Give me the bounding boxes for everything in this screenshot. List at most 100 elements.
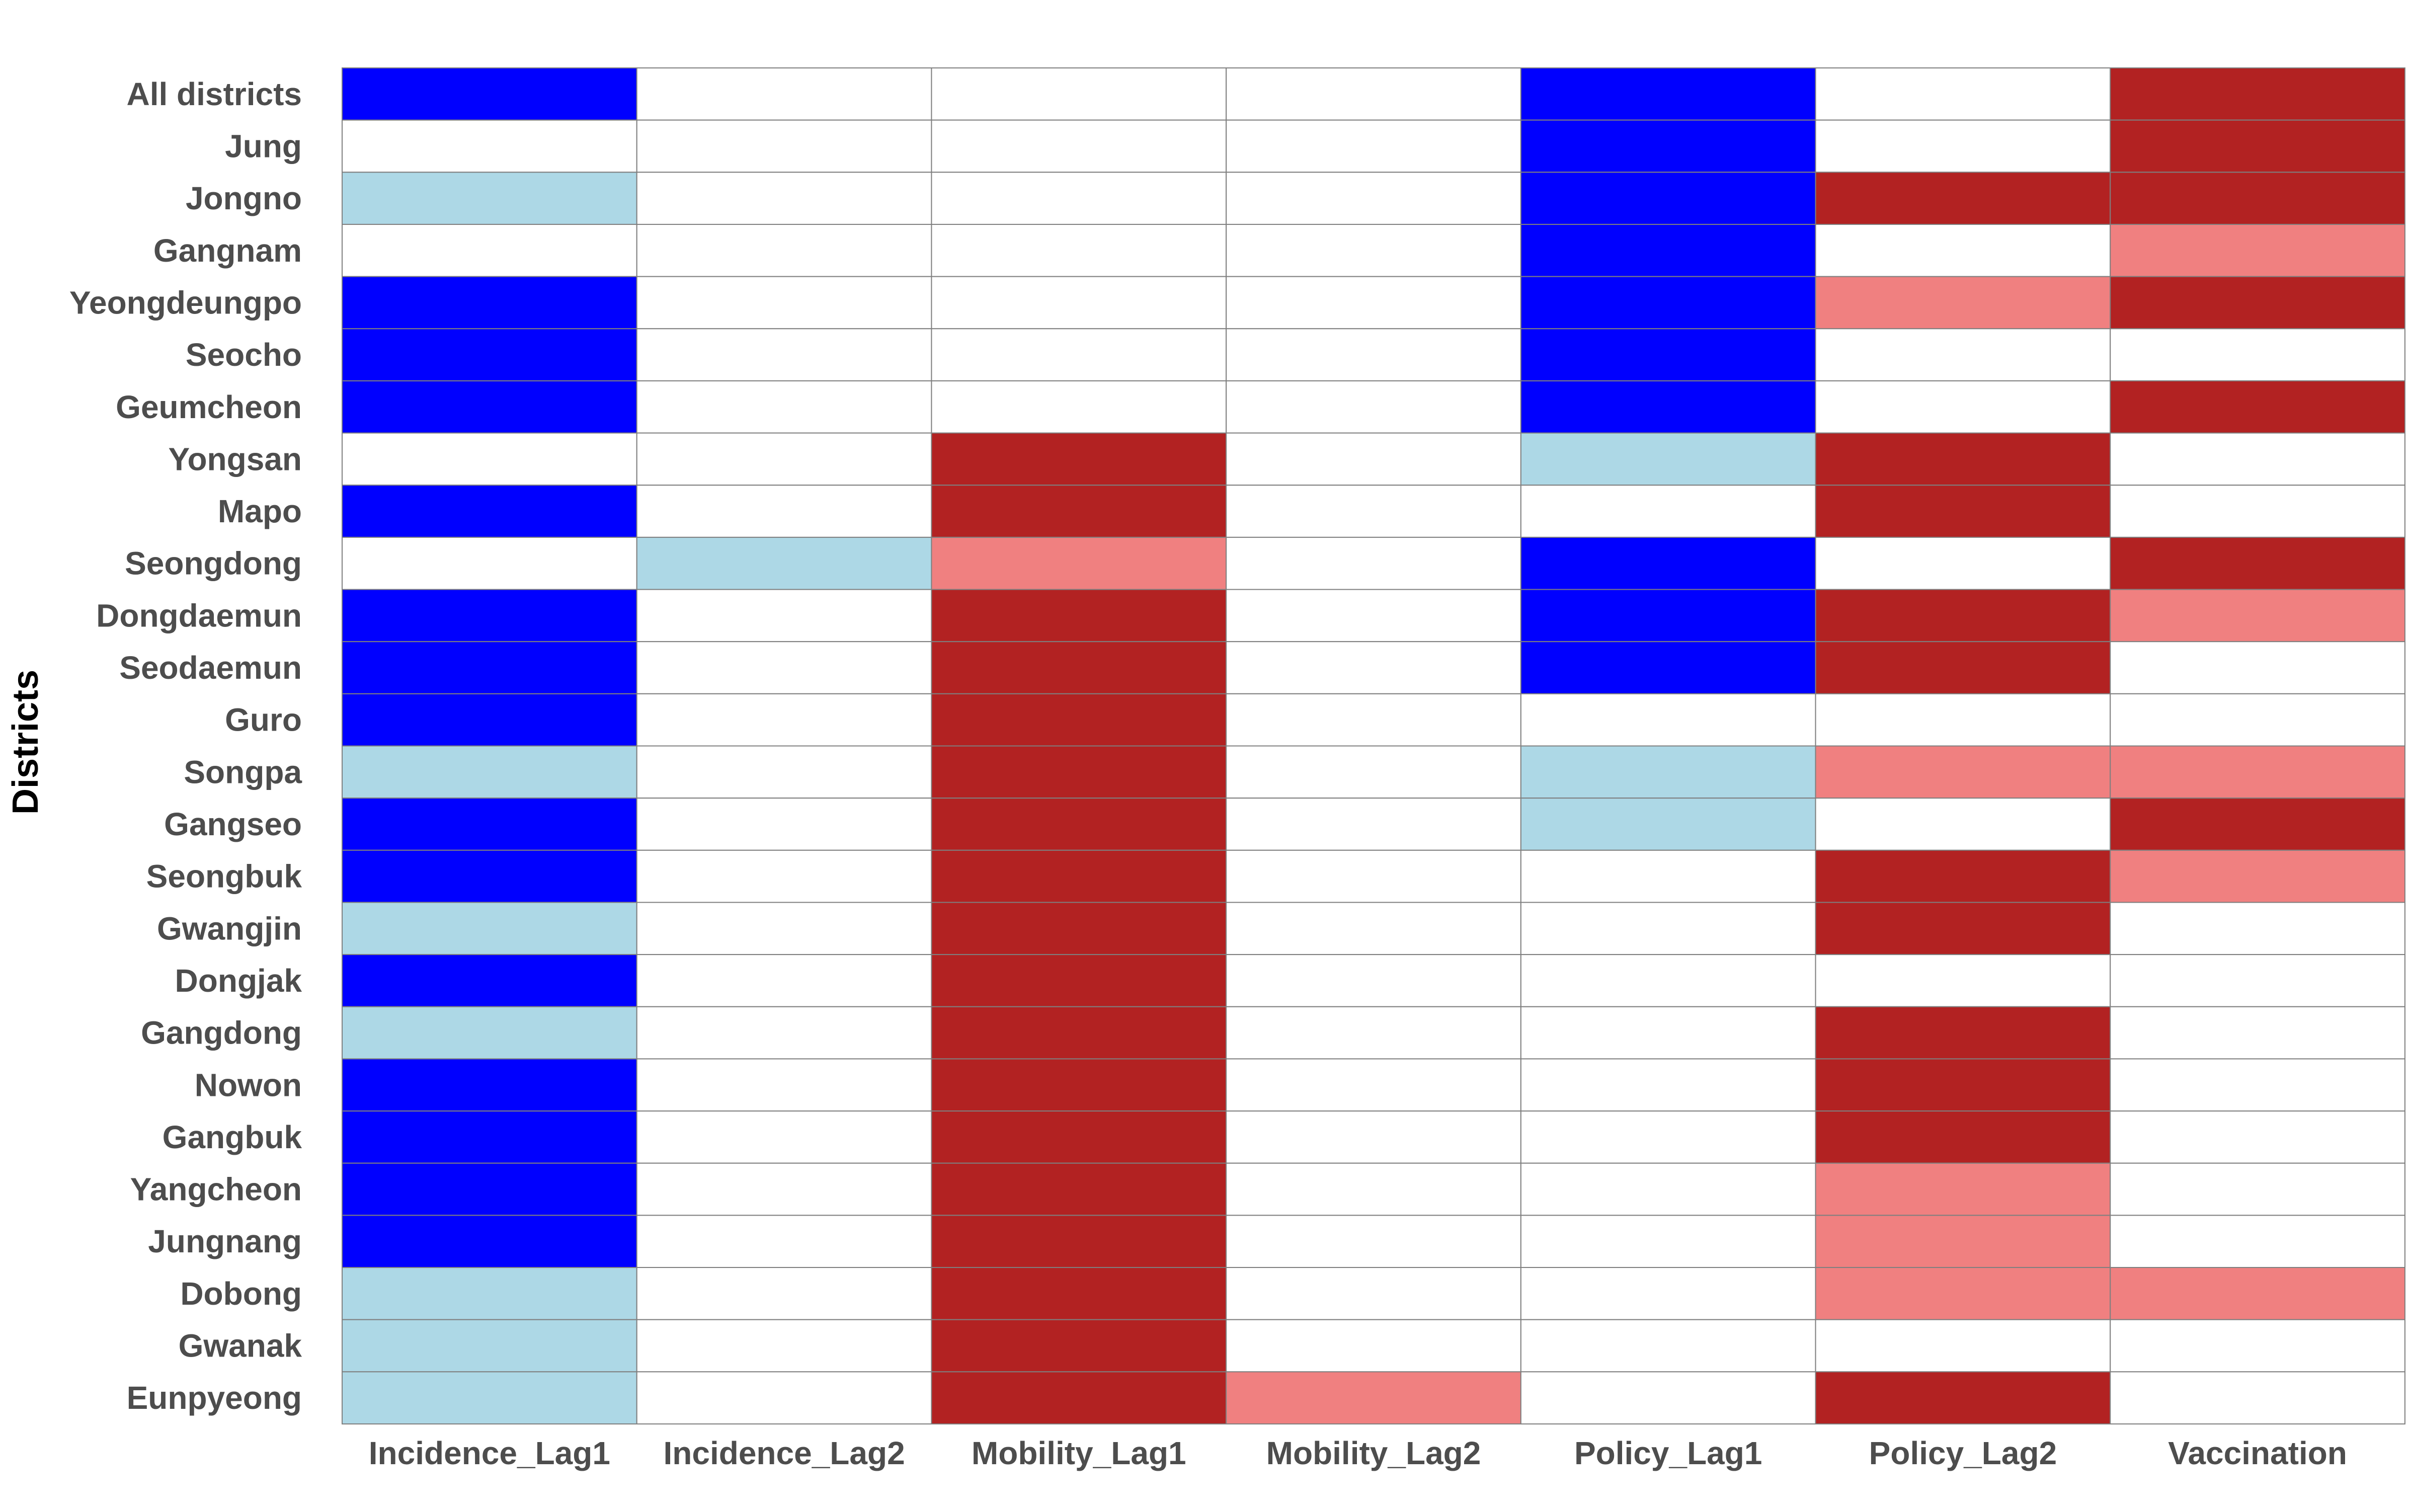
heatmap-cell-seocho-mobility-lag1 <box>931 328 1227 381</box>
heatmap-cell-all-districts-mobility-lag1 <box>931 67 1227 121</box>
heatmap-cell-dobong-incidence-lag1 <box>342 1267 637 1320</box>
y-tick-label-gangnam: Gangnam <box>153 232 302 269</box>
heatmap-cell-gangnam-incidence-lag1 <box>342 223 637 277</box>
y-tick-label-gwanak: Gwanak <box>179 1328 302 1364</box>
heatmap-cell-seongdong-mobility-lag1 <box>931 536 1227 590</box>
heatmap-cell-seodaemun-vaccination <box>2110 641 2405 694</box>
heatmap-cell-geumcheon-policy-lag1 <box>1520 380 1816 434</box>
heatmap-cell-seongdong-mobility-lag2 <box>1226 536 1521 590</box>
heatmap-cell-jung-policy-lag2 <box>1815 119 2111 173</box>
heatmap-cell-yongsan-incidence-lag1 <box>342 432 637 486</box>
heatmap-cell-gangbuk-mobility-lag1 <box>931 1110 1227 1164</box>
heatmap-cell-gwanak-policy-lag1 <box>1520 1319 1816 1373</box>
heatmap-cell-nowon-incidence-lag2 <box>636 1058 932 1112</box>
heatmap-cell-dongjak-incidence-lag2 <box>636 954 932 1007</box>
heatmap-cell-yangcheon-vaccination <box>2110 1162 2405 1216</box>
heatmap-cell-seocho-vaccination <box>2110 328 2405 381</box>
heatmap-cell-mapo-incidence-lag1 <box>342 485 637 538</box>
heatmap-cell-jungnang-vaccination <box>2110 1215 2405 1268</box>
x-tick-label-incidence-lag1: Incidence_Lag1 <box>369 1435 610 1471</box>
heatmap-cell-jungnang-incidence-lag2 <box>636 1215 932 1268</box>
heatmap-cell-seongbuk-incidence-lag1 <box>342 849 637 903</box>
heatmap-cell-gangnam-mobility-lag1 <box>931 223 1227 277</box>
heatmap-cell-dongdaemun-mobility-lag2 <box>1226 589 1521 643</box>
heatmap-cell-geumcheon-mobility-lag2 <box>1226 380 1521 434</box>
y-tick-label-jung: Jung <box>225 128 302 164</box>
y-tick-label-jongno: Jongno <box>186 180 302 216</box>
heatmap-cell-dongjak-mobility-lag2 <box>1226 954 1521 1007</box>
heatmap-cell-nowon-policy-lag2 <box>1815 1058 2111 1112</box>
heatmap-cell-gwangjin-mobility-lag2 <box>1226 902 1521 956</box>
y-tick-label-seongbuk: Seongbuk <box>146 858 302 895</box>
heatmap-cell-gangdong-incidence-lag2 <box>636 1006 932 1060</box>
heatmap-cell-gangbuk-vaccination <box>2110 1110 2405 1164</box>
heatmap-cell-dobong-mobility-lag2 <box>1226 1267 1521 1320</box>
heatmap-cell-gangbuk-incidence-lag1 <box>342 1110 637 1164</box>
cells-layer <box>342 67 2405 1425</box>
heatmap-cell-jung-mobility-lag2 <box>1226 119 1521 173</box>
heatmap-cell-yangcheon-policy-lag2 <box>1815 1162 2111 1216</box>
heatmap-cell-gangseo-vaccination <box>2110 798 2405 851</box>
heatmap-cell-gangbuk-mobility-lag2 <box>1226 1110 1521 1164</box>
heatmap-cell-yeongdeungpo-incidence-lag1 <box>342 276 637 330</box>
heatmap-cell-jung-incidence-lag1 <box>342 119 637 173</box>
y-tick-labels: All districts Jung Jongno Gangnam Yeongdeung… <box>69 76 302 1416</box>
heatmap-cell-yangcheon-incidence-lag2 <box>636 1162 932 1216</box>
y-axis-label: Districts <box>6 670 46 815</box>
heatmap-cell-mapo-mobility-lag2 <box>1226 485 1521 538</box>
heatmap-cell-mapo-policy-lag1 <box>1520 485 1816 538</box>
heatmap-cell-gwangjin-incidence-lag1 <box>342 902 637 956</box>
heatmap-cell-gwangjin-policy-lag2 <box>1815 902 2111 956</box>
y-tick-label-gangbuk: Gangbuk <box>163 1119 302 1155</box>
heatmap-cell-gangdong-policy-lag2 <box>1815 1006 2111 1060</box>
heatmap-cell-gangnam-incidence-lag2 <box>636 223 932 277</box>
heatmap-cell-seongdong-policy-lag1 <box>1520 536 1816 590</box>
heatmap-cell-eunpyeong-incidence-lag2 <box>636 1371 932 1425</box>
heatmap-cell-nowon-incidence-lag1 <box>342 1058 637 1112</box>
x-tick-label-vaccination: Vaccination <box>2168 1435 2347 1471</box>
heatmap-cell-seodaemun-policy-lag1 <box>1520 641 1816 694</box>
heatmap-cell-yeongdeungpo-mobility-lag2 <box>1226 276 1521 330</box>
x-tick-label-incidence-lag2: Incidence_Lag2 <box>663 1435 905 1471</box>
heatmap-cell-gwangjin-policy-lag1 <box>1520 902 1816 956</box>
heatmap-cell-gangnam-policy-lag2 <box>1815 223 2111 277</box>
y-tick-label-geumcheon: Geumcheon <box>116 389 302 425</box>
y-tick-label-guro: Guro <box>225 702 302 738</box>
x-tick-label-mobility-lag1: Mobility_Lag1 <box>972 1435 1186 1471</box>
heatmap-cell-guro-mobility-lag2 <box>1226 693 1521 747</box>
heatmap-cell-eunpyeong-vaccination <box>2110 1371 2405 1425</box>
x-tick-label-policy-lag1: Policy_Lag1 <box>1574 1435 1762 1471</box>
y-tick-label-gwangjin: Gwangjin <box>157 910 302 946</box>
heatmap-cell-seocho-mobility-lag2 <box>1226 328 1521 381</box>
heatmap-cell-dongjak-vaccination <box>2110 954 2405 1007</box>
y-tick-label-seocho: Seocho <box>186 337 302 373</box>
heatmap-cell-gangseo-policy-lag1 <box>1520 798 1816 851</box>
heatmap-cell-gwanak-incidence-lag1 <box>342 1319 637 1373</box>
heatmap-cell-gwanak-incidence-lag2 <box>636 1319 932 1373</box>
heatmap-cell-mapo-policy-lag2 <box>1815 485 2111 538</box>
heatmap-cell-seocho-incidence-lag1 <box>342 328 637 381</box>
heatmap-cell-songpa-mobility-lag2 <box>1226 745 1521 799</box>
heatmap-cell-gwangjin-incidence-lag2 <box>636 902 932 956</box>
heatmap-cell-guro-incidence-lag2 <box>636 693 932 747</box>
heatmap-cell-songpa-incidence-lag2 <box>636 745 932 799</box>
heatmap-cell-guro-vaccination <box>2110 693 2405 747</box>
heatmap-cell-yangcheon-incidence-lag1 <box>342 1162 637 1216</box>
heatmap-cell-geumcheon-incidence-lag2 <box>636 380 932 434</box>
heatmap-cell-dobong-mobility-lag1 <box>931 1267 1227 1320</box>
heatmap-cell-nowon-policy-lag1 <box>1520 1058 1816 1112</box>
x-tick-label-mobility-lag2: Mobility_Lag2 <box>1266 1435 1481 1471</box>
heatmap-cell-eunpyeong-incidence-lag1 <box>342 1371 637 1425</box>
heatmap-cell-all-districts-incidence-lag2 <box>636 67 932 121</box>
heatmap-cell-mapo-mobility-lag1 <box>931 485 1227 538</box>
heatmap-cell-seodaemun-policy-lag2 <box>1815 641 2111 694</box>
heatmap-cell-eunpyeong-policy-lag2 <box>1815 1371 2111 1425</box>
heatmap-cell-nowon-mobility-lag1 <box>931 1058 1227 1112</box>
heatmap-cell-jongno-incidence-lag2 <box>636 172 932 225</box>
heatmap-cell-yeongdeungpo-policy-lag2 <box>1815 276 2111 330</box>
heatmap-cell-dongjak-policy-lag2 <box>1815 954 2111 1007</box>
heatmap-cell-yongsan-policy-lag2 <box>1815 432 2111 486</box>
heatmap-cell-seongbuk-incidence-lag2 <box>636 849 932 903</box>
heatmap-cell-geumcheon-policy-lag2 <box>1815 380 2111 434</box>
heatmap-cell-gwangjin-mobility-lag1 <box>931 902 1227 956</box>
